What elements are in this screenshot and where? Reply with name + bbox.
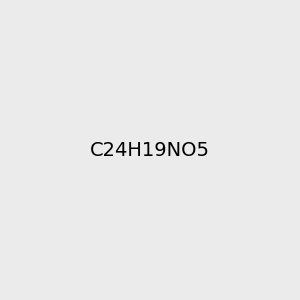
Text: C24H19NO5: C24H19NO5 bbox=[90, 140, 210, 160]
